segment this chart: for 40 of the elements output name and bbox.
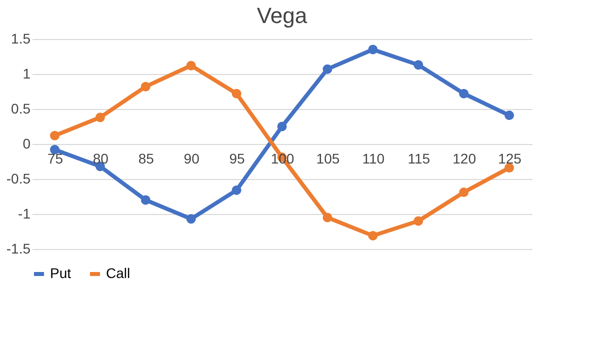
x-tick-label: 75 [47,150,64,166]
point [459,88,469,98]
point [50,130,60,140]
x-tick-label: 80 [92,150,109,166]
point [322,64,332,74]
x-tick-label: 110 [362,150,385,166]
x-tick-label: 95 [229,150,246,166]
y-tick-label: -0.5 [6,170,31,186]
x-tick-label: 105 [316,150,340,166]
x-tick-label: 120 [452,150,476,166]
point [95,112,105,122]
point [414,60,424,70]
point [186,60,196,70]
point [322,212,332,222]
y-tick-label: 0.5 [11,100,31,116]
legend-label: Put [50,265,72,281]
x-tick-label: 115 [408,150,430,166]
point [414,216,424,226]
point [140,195,150,205]
point [50,144,60,154]
point [140,82,150,92]
point [368,44,378,54]
legend-label: Call [106,265,130,281]
point [277,122,287,132]
x-tick-label: 125 [498,150,522,166]
point [504,110,514,120]
point [459,188,469,198]
point [232,88,242,98]
y-tick-label: 1 [22,66,31,82]
x-tick-label: 85 [138,150,154,166]
y-tick-label: -1.5 [6,240,31,256]
point [504,163,514,173]
chart-title: Vega [256,3,308,28]
y-tick-label: -1 [18,206,31,222]
y-tick-label: 1.5 [11,30,31,46]
point [186,214,196,224]
point [368,230,378,240]
y-tick-label: 0 [22,136,31,152]
point [232,185,242,195]
x-tick-label: 90 [184,150,200,166]
